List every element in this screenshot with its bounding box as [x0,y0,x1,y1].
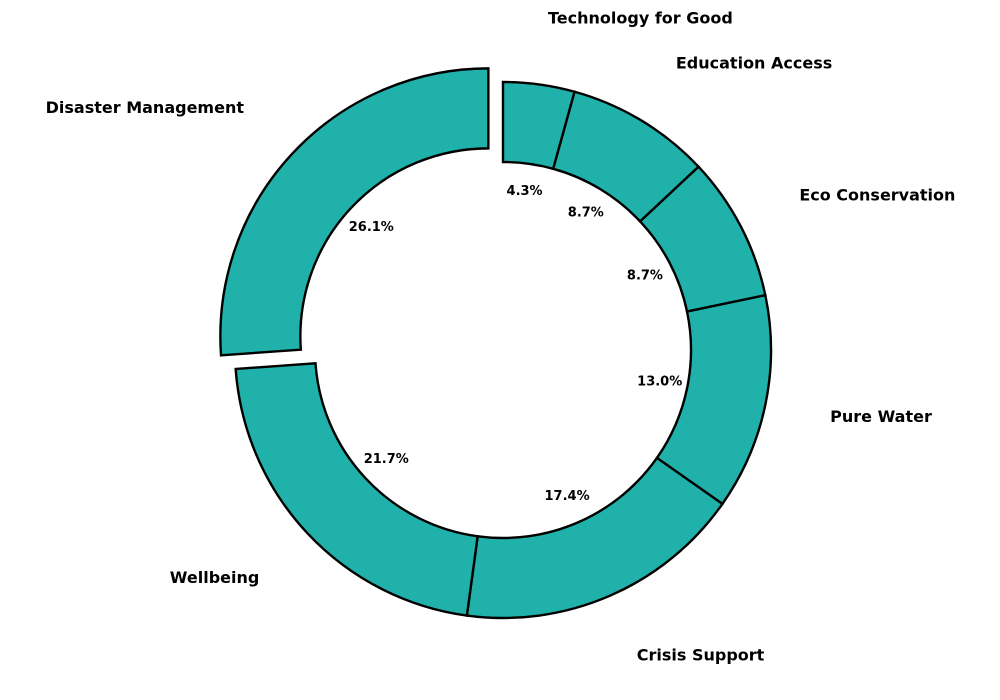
category-label-disaster-management: Disaster Management [46,98,245,117]
category-label-wellbeing: Wellbeing [170,568,260,587]
percent-labels: 4.3% 8.7% 8.7% 13.0% 17.4% 21.7% 26.1% [349,184,683,504]
slice-crisis-support [465,456,725,620]
percent-label-disaster-management: 26.1% [349,220,394,235]
category-label-education-access: Education Access [676,54,832,73]
percent-label-pure-water: 13.0% [637,375,682,390]
percent-label-wellbeing: 21.7% [364,452,409,467]
category-label-crisis-support: Crisis Support [637,646,765,665]
donut-slices [219,67,773,620]
percent-label-crisis-support: 17.4% [545,489,590,504]
percent-label-eco-conservation: 8.7% [627,269,663,284]
category-label-technology-for-good: Technology for Good [548,9,733,28]
category-label-eco-conservation: Eco Conservation [799,185,955,204]
category-label-pure-water: Pure Water [830,407,932,426]
percent-label-education-access: 8.7% [568,206,604,221]
category-labels: Technology for Good Education Access Eco C… [46,9,956,665]
slice-wellbeing [234,362,480,617]
percent-label-technology-for-good: 4.3% [507,184,543,199]
slice-disaster-management [219,67,490,357]
